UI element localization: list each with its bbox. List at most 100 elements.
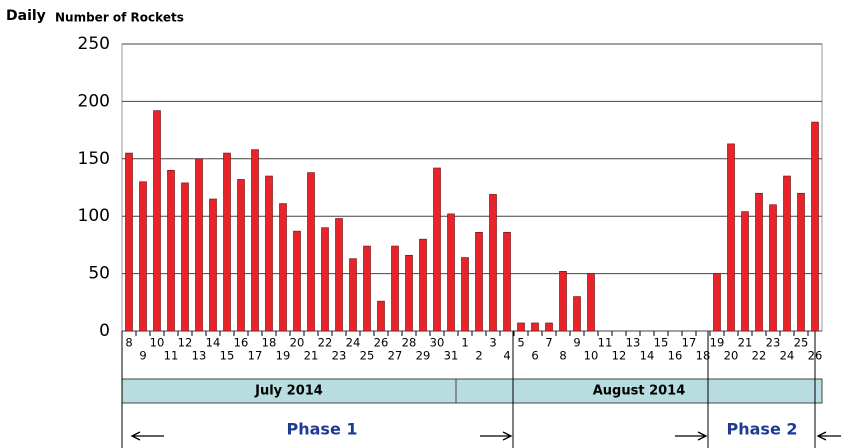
x-tick-label: 8 — [559, 349, 566, 363]
arrow — [816, 431, 841, 441]
y-tick-label: 150 — [78, 149, 110, 169]
x-tick-label: 31 — [444, 349, 459, 363]
bar — [237, 179, 245, 332]
x-tick-label: 25 — [794, 336, 809, 350]
bar — [433, 167, 441, 332]
x-tick-label: 20 — [290, 336, 305, 350]
x-tick-label: 15 — [220, 349, 235, 363]
x-tick-label: 4 — [503, 349, 510, 363]
x-tick-label: 23 — [332, 349, 347, 363]
bar — [727, 143, 735, 332]
x-tick-label: 18 — [696, 349, 711, 363]
month-band — [455, 378, 823, 404]
arrow — [675, 431, 708, 441]
x-tick-label: 20 — [724, 349, 739, 363]
bar — [363, 245, 371, 332]
x-tick-label: 2 — [475, 349, 482, 363]
x-tick-label: 17 — [248, 349, 263, 363]
bar — [741, 211, 749, 332]
x-tick-label: 14 — [206, 336, 221, 350]
bar — [209, 198, 217, 332]
chart-subtitle: Number of Rockets — [55, 11, 184, 25]
x-tick-label: 11 — [164, 349, 179, 363]
bar — [811, 121, 819, 332]
bar — [769, 204, 777, 332]
x-tick-label: 11 — [598, 336, 613, 350]
bar — [573, 296, 581, 332]
x-tick-label: 19 — [710, 336, 725, 350]
bar — [167, 169, 175, 332]
x-tick-label: 9 — [139, 349, 146, 363]
x-tick-label: 3 — [489, 336, 496, 350]
x-tick-label: 30 — [430, 336, 445, 350]
y-tick-label: 200 — [78, 91, 110, 111]
bar — [475, 231, 483, 332]
x-tick-label: 16 — [234, 336, 249, 350]
x-tick-label: 24 — [780, 349, 795, 363]
phase-arrows — [130, 431, 841, 441]
month-bar: July 2014 August 2014 — [121, 378, 823, 404]
bar — [405, 254, 413, 332]
bar — [545, 322, 553, 332]
phase-dividers — [121, 331, 816, 448]
bar — [587, 273, 595, 332]
bar — [489, 194, 497, 332]
bar — [223, 152, 231, 332]
x-tick-label: 19 — [276, 349, 291, 363]
bar — [391, 245, 399, 332]
x-tick-label: 10 — [150, 336, 165, 350]
x-tick-label: 13 — [192, 349, 207, 363]
arrow — [130, 431, 164, 441]
x-tick-label: 24 — [346, 336, 361, 350]
x-tick-label: 15 — [654, 336, 669, 350]
x-tick-label: 26 — [374, 336, 389, 350]
bar — [251, 149, 259, 332]
month-label: July 2014 — [254, 384, 323, 399]
x-tick-label: 22 — [318, 336, 333, 350]
bar — [797, 192, 805, 332]
x-tick-label: 9 — [573, 336, 580, 350]
month-band — [121, 378, 457, 404]
x-tick-label: 10 — [584, 349, 599, 363]
bar — [181, 182, 189, 332]
x-tick-label: 5 — [517, 336, 524, 350]
x-tick-label: 6 — [531, 349, 538, 363]
bar — [293, 230, 301, 332]
bar — [377, 300, 385, 332]
y-tick-label: 250 — [78, 34, 110, 54]
x-tick-label: 12 — [612, 349, 627, 363]
bar — [531, 322, 539, 332]
x-tick-label: 21 — [738, 336, 753, 350]
bar — [503, 231, 511, 332]
x-tick-label: 18 — [262, 336, 277, 350]
x-tick-label: 26 — [808, 349, 823, 363]
phase-label: Phase 1 — [287, 420, 358, 439]
x-tick-label: 7 — [545, 336, 552, 350]
x-tick-label: 13 — [626, 336, 641, 350]
x-tick-label: 25 — [360, 349, 375, 363]
bar — [195, 158, 203, 332]
x-tick-label: 17 — [682, 336, 697, 350]
bar — [447, 213, 455, 332]
bar — [755, 192, 763, 332]
x-tick-label: 22 — [752, 349, 767, 363]
bar — [139, 181, 147, 332]
arrow — [480, 431, 513, 441]
bar — [307, 172, 315, 332]
bar — [559, 271, 567, 332]
bar — [783, 175, 791, 332]
bar — [461, 257, 469, 332]
bar — [349, 258, 357, 332]
bar — [153, 110, 161, 332]
bar — [713, 273, 721, 332]
bar — [265, 175, 273, 332]
phase-label: Phase 2 — [727, 420, 798, 439]
bar — [335, 218, 343, 332]
x-tick-label: 12 — [178, 336, 193, 350]
x-tick-label: 27 — [388, 349, 403, 363]
y-tick-label: 100 — [78, 206, 110, 226]
month-label: August 2014 — [593, 384, 686, 399]
x-tick-label: 16 — [668, 349, 683, 363]
x-tick-label: 14 — [640, 349, 655, 363]
